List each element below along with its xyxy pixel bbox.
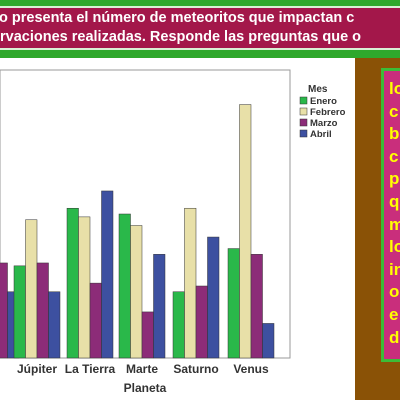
legend-swatch-abril bbox=[299, 129, 308, 138]
banner-line-1: o presenta el número de meteoritos que i… bbox=[0, 10, 355, 26]
bar-febrero-saturno bbox=[184, 207, 197, 359]
bar-marzo-partial bbox=[0, 262, 8, 359]
side-word: p bbox=[389, 169, 400, 189]
legend-swatch-febrero bbox=[299, 107, 308, 116]
bar-febrero-marte bbox=[130, 225, 143, 359]
x-tick-label: Marte bbox=[126, 362, 158, 376]
side-word: q bbox=[389, 192, 400, 211]
bar-marzo-venus bbox=[250, 254, 263, 359]
x-tick-label: Júpiter bbox=[17, 362, 57, 376]
legend-swatch-enero bbox=[299, 96, 308, 105]
bar-marzo-júpiter bbox=[36, 262, 49, 359]
bar-abril-marte bbox=[153, 254, 166, 359]
legend-entry-marzo: Marzo bbox=[310, 118, 338, 129]
bar-abril-venus bbox=[262, 323, 275, 359]
instruction-banner: o presenta el número de meteoritos que i… bbox=[0, 6, 400, 50]
bar-febrero-júpiter bbox=[25, 219, 38, 359]
bar-febrero-venus bbox=[239, 104, 252, 359]
bar-abril-saturno bbox=[207, 236, 220, 359]
x-tick-label: Venus bbox=[233, 362, 269, 376]
banner-line-2: rvaciones realizadas. Responde las pregu… bbox=[0, 29, 362, 45]
side-word: m bbox=[389, 215, 400, 235]
bar-enero-venus bbox=[227, 248, 240, 359]
x-tick-label: La Tierra bbox=[65, 362, 116, 376]
bar-enero-la-tierra bbox=[66, 207, 79, 359]
legend-swatch-marzo bbox=[299, 118, 308, 127]
legend-title: Mes bbox=[308, 84, 328, 95]
side-word: c bbox=[389, 146, 399, 166]
side-word: c bbox=[389, 101, 399, 121]
bar-enero-saturno bbox=[172, 291, 185, 359]
bar-chart: Júpiter La Tierra Marte Saturno Venus Planeta… bbox=[0, 69, 346, 395]
side-text-panel: locbcpqmloinoed bbox=[381, 68, 400, 362]
x-tick-label: Saturno bbox=[173, 362, 218, 376]
side-word: in bbox=[389, 259, 400, 279]
side-word: e bbox=[389, 305, 399, 324]
side-word: lo bbox=[389, 237, 400, 257]
legend-entry-abril: Abril bbox=[310, 129, 332, 140]
legend-entry-febrero: Febrero bbox=[310, 107, 346, 118]
bar-enero-júpiter bbox=[13, 265, 26, 359]
bar-marzo-marte bbox=[141, 311, 154, 359]
side-word: lo bbox=[389, 79, 400, 98]
legend-entry-enero: Enero bbox=[310, 96, 337, 107]
bar-abril-júpiter bbox=[48, 291, 61, 359]
side-word: o bbox=[389, 282, 400, 302]
x-axis-label: Planeta bbox=[124, 381, 167, 395]
bar-marzo-la-tierra bbox=[89, 282, 102, 359]
bar-febrero-la-tierra bbox=[78, 216, 91, 359]
bar-marzo-saturno bbox=[195, 285, 208, 359]
bar-enero-marte bbox=[118, 213, 131, 359]
side-word: d bbox=[389, 327, 400, 347]
side-word: b bbox=[389, 124, 400, 144]
chart-area: Júpiter La Tierra Marte Saturno Venus Planeta… bbox=[0, 58, 355, 400]
bar-abril-la-tierra bbox=[101, 190, 114, 359]
